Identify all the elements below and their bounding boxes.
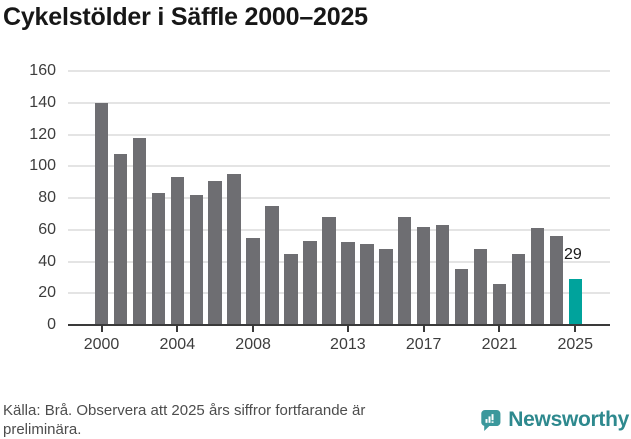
value-annotation: 29 [564, 246, 582, 263]
y-axis-label: 60 [38, 220, 56, 238]
gridline-y-140 [68, 101, 610, 104]
gridline-y-20 [68, 292, 610, 295]
x-axis-label: 2021 [481, 336, 518, 353]
source-note-line1: Källa: Brå. Observera att 2025 års siffr… [3, 402, 366, 419]
chart-title: Cykelstölder i Säffle 2000–2025 [3, 3, 368, 31]
y-axis-label: 160 [29, 62, 56, 79]
y-axis-label: 140 [29, 93, 56, 111]
bar-2015 [379, 248, 393, 325]
newsworthy-wordmark: Newsworthy [508, 408, 629, 431]
y-axis-label: 80 [38, 189, 56, 206]
bar-2020 [473, 248, 488, 325]
bar-2001 [113, 153, 128, 325]
y-axis-label: 120 [29, 125, 56, 143]
x-tick-2021 [498, 326, 501, 332]
gridline-y-100 [68, 165, 610, 168]
x-axis-label: 2013 [330, 336, 366, 353]
bar-2023 [530, 228, 545, 325]
source-note-line2: preliminära. [3, 421, 82, 438]
bar-2004 [170, 177, 185, 325]
x-tick-2008 [252, 326, 255, 332]
gridline-y-80 [68, 197, 610, 199]
gridline-y-160 [68, 70, 610, 72]
gridline-y-60 [68, 228, 610, 231]
source-note: Källa: Brå. Observera att 2025 års siffr… [3, 401, 473, 439]
bar-2014 [360, 244, 374, 325]
y-axis-label: 20 [38, 284, 56, 302]
bar-2012 [322, 217, 336, 325]
x-axis-label: 2004 [159, 336, 196, 353]
x-tick-2013 [346, 326, 349, 332]
x-tick-2004 [176, 326, 179, 332]
bar-2005 [189, 194, 203, 325]
gridline-y-40 [68, 260, 610, 263]
x-tick-2017 [422, 326, 425, 332]
x-axis-label: 2025 [557, 336, 594, 353]
gridline-y-120 [68, 133, 610, 136]
bar-2017 [416, 226, 431, 325]
bar-2022 [511, 253, 526, 325]
newsworthy-logo: Newsworthy [481, 402, 629, 438]
bar-2008 [246, 237, 260, 325]
bar-2009 [265, 205, 279, 325]
bar-2011 [303, 240, 317, 325]
x-tick-2000 [100, 326, 103, 332]
x-axis-label: 2017 [405, 336, 442, 353]
bar-2003 [151, 193, 166, 325]
bar-2018 [435, 224, 450, 325]
y-axis-label: 0 [47, 316, 56, 333]
newsworthy-speech-bubble-chart-icon [481, 409, 501, 431]
bar-2024 [549, 236, 564, 325]
bar-2007 [227, 174, 241, 325]
bar-2000 [94, 102, 109, 325]
bar-2021 [492, 283, 507, 325]
x-axis-label: 2000 [83, 336, 120, 353]
bar-2013 [341, 242, 355, 325]
bar-2016 [397, 217, 412, 325]
bar-2019 [454, 269, 469, 325]
bar-2010 [284, 253, 298, 325]
bar-2002 [132, 137, 147, 325]
x-axis-label: 2008 [235, 336, 271, 353]
bar-2025 [568, 278, 582, 325]
y-axis-label: 100 [29, 157, 56, 175]
x-axis-line [68, 324, 610, 326]
bar-2006 [208, 180, 222, 325]
y-axis-label: 40 [38, 252, 56, 270]
x-tick-2025 [574, 326, 577, 332]
